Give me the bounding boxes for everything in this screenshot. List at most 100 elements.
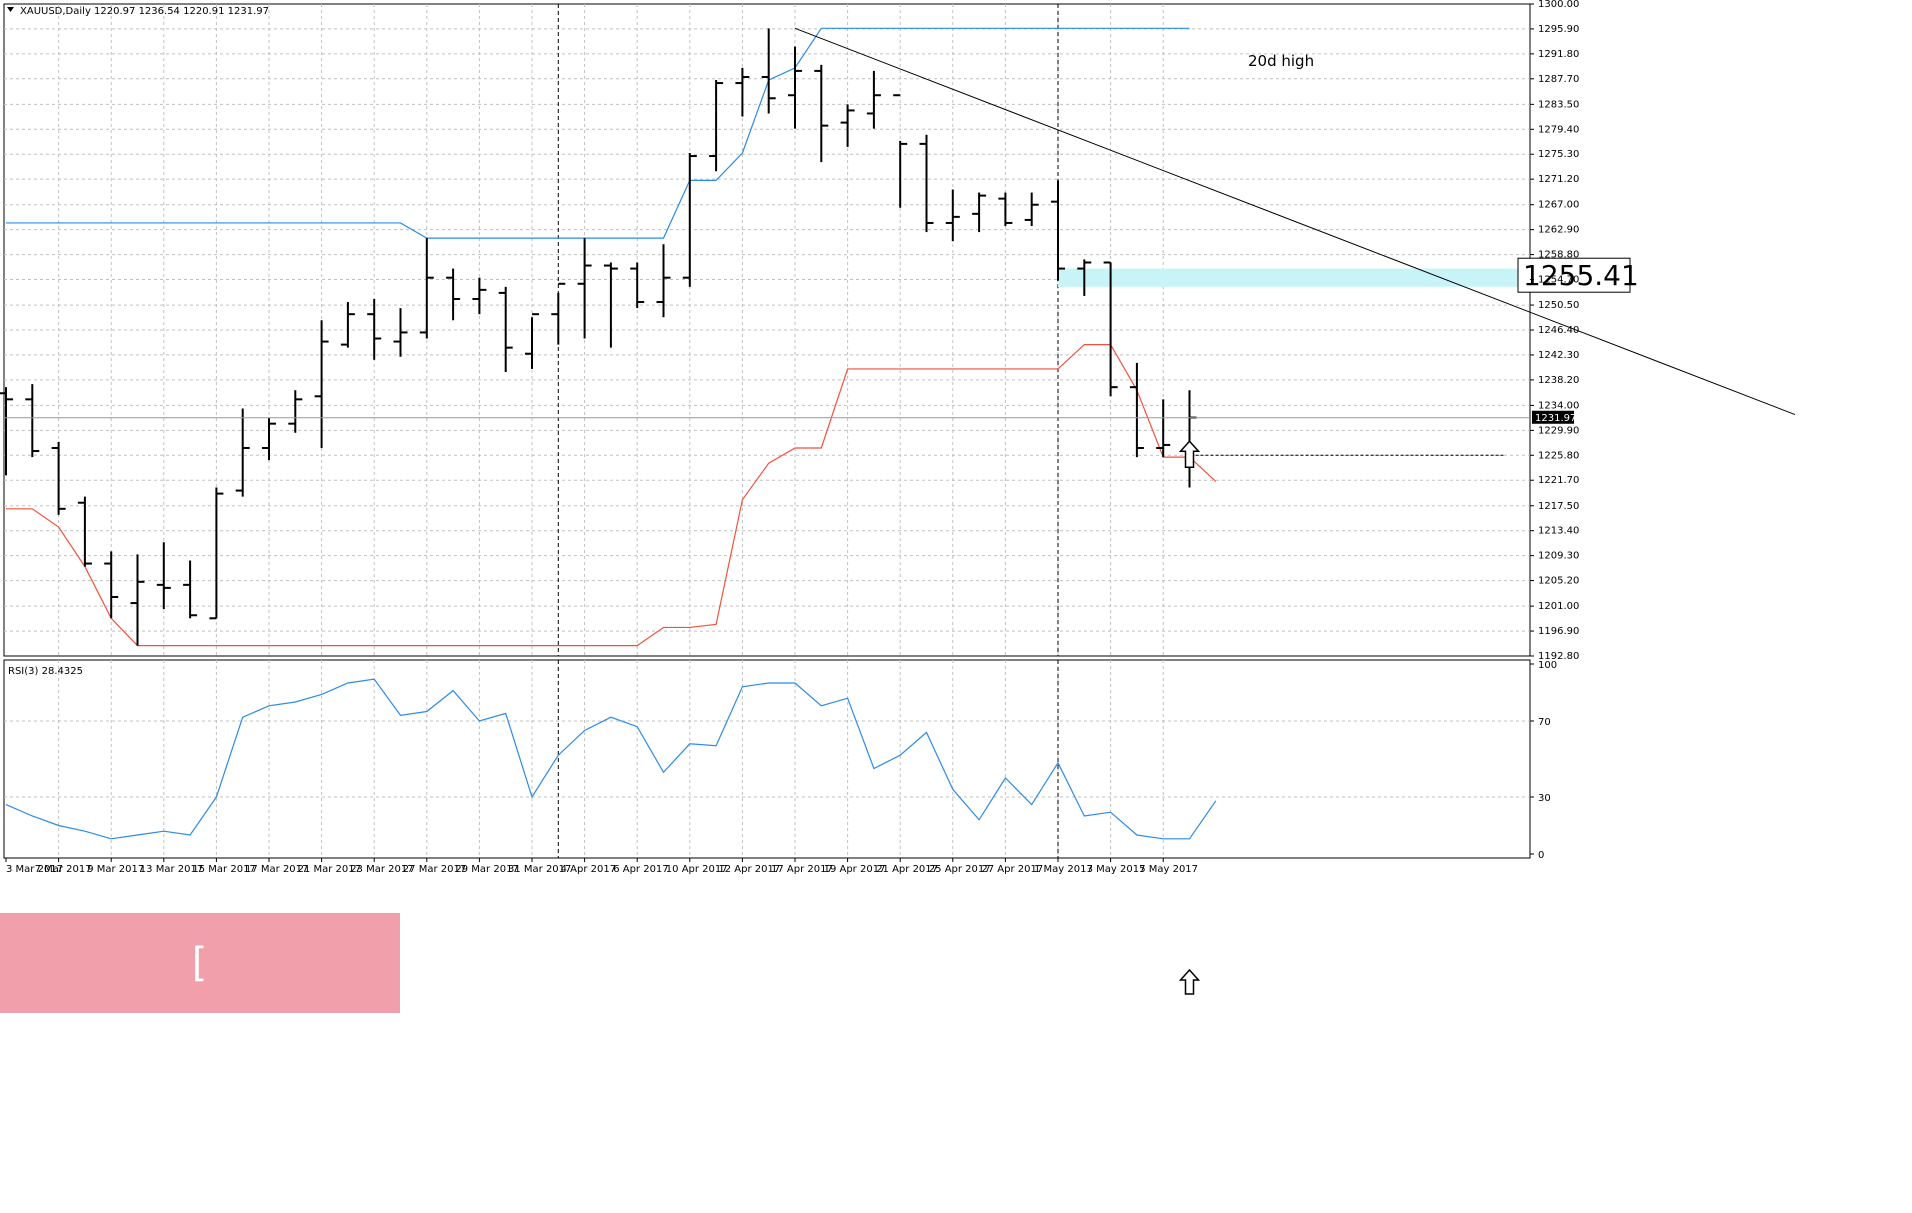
ohlc-bar xyxy=(761,28,776,114)
current-price-label: 1231.97 xyxy=(1535,413,1576,424)
x-tick-label: 13 Mar 2017 xyxy=(140,864,203,875)
ohlc-bar xyxy=(656,244,671,318)
x-tick-label: 19 Apr 2017 xyxy=(824,864,886,875)
ohlc-bar xyxy=(498,286,513,372)
x-tick-label: 15 Mar 2017 xyxy=(192,864,255,875)
donchian-channels xyxy=(6,27,1217,647)
price-callout-box xyxy=(1517,257,1631,293)
rsi-y-tick-label: 30 xyxy=(1538,793,1551,804)
ohlc-bar xyxy=(0,387,13,476)
rsi-header: RSI(3) 28.4325 xyxy=(8,666,83,677)
y-tick-label: 1242.30 xyxy=(1538,350,1579,361)
symbol-header: XAUUSD,Daily 1220.97 1236.54 1220.91 123… xyxy=(20,6,269,17)
x-tick-label: 27 Mar 2017 xyxy=(403,864,466,875)
resistance-zone xyxy=(1058,268,1524,287)
y-tick-label: 1234.00 xyxy=(1538,400,1579,411)
watermark[interactable]: [ www.instaforex.com ] xyxy=(0,913,422,1186)
ohlc-bar xyxy=(972,192,987,233)
x-tick-label: 27 Apr 2017 xyxy=(981,864,1043,875)
ohlc-bar xyxy=(367,298,382,360)
ohlc-bar xyxy=(788,46,802,129)
ohlc-bars xyxy=(0,28,1197,646)
x-tick-label: 21 Mar 2017 xyxy=(298,864,361,875)
y-tick-label: 1258.80 xyxy=(1538,250,1579,261)
ohlc-bar xyxy=(525,313,539,369)
ohlc-bar xyxy=(25,384,40,458)
lower-channel-line xyxy=(6,343,1217,647)
ohlc-bar xyxy=(130,554,145,646)
ohlc-bar xyxy=(156,542,171,610)
current-price-tag xyxy=(1532,410,1574,424)
ohlc-bar xyxy=(472,277,487,315)
rsi-line xyxy=(5,678,1217,840)
ohlc-bar xyxy=(1024,192,1039,226)
y-tick-label: 1246.40 xyxy=(1538,325,1579,336)
ohlc-bar xyxy=(1103,261,1118,397)
rsi-frame xyxy=(3,659,1531,859)
ohlc-bar xyxy=(419,238,434,339)
ohlc-bar xyxy=(682,153,697,287)
y-tick-label: 1254.70 xyxy=(1538,275,1579,286)
ohlc-bar xyxy=(51,441,66,515)
rsi-y-tick-label: 0 xyxy=(1538,850,1544,861)
y-tick-label: 1201.00 xyxy=(1538,601,1579,612)
ohlc-bar xyxy=(577,238,592,339)
rsi-up-arrow-icon xyxy=(1178,968,1201,995)
x-tick-label: 21 Apr 2017 xyxy=(876,864,938,875)
x-tick-label: 6 Apr 2017 xyxy=(613,864,668,875)
y-tick-label: 1192.80 xyxy=(1538,651,1579,662)
ohlc-bar xyxy=(866,70,881,129)
x-tick-label: 10 Apr 2017 xyxy=(666,864,728,875)
ohlc-bar xyxy=(1051,180,1065,281)
y-tick-label: 1283.50 xyxy=(1538,99,1579,110)
price-chart[interactable]: 1255.41 20d high 1300.00 1295.90 1291.80 128… xyxy=(0,0,1912,1016)
y-tick-label: 1271.20 xyxy=(1538,174,1579,185)
x-tick-label: 1 May 2017 xyxy=(1034,864,1093,875)
y-tick-label: 1205.20 xyxy=(1538,576,1579,587)
rsi-panel xyxy=(4,678,1530,995)
ohlc-bar xyxy=(1129,362,1144,458)
x-tick-label: 12 Apr 2017 xyxy=(718,864,780,875)
x-tick-label: 3 Mar 2017 xyxy=(6,864,63,875)
y-tick-label: 1262.90 xyxy=(1538,225,1579,236)
up-arrow-icon xyxy=(1178,440,1201,469)
ohlc-bar xyxy=(814,64,829,163)
ohlc-bar xyxy=(735,67,750,117)
price-callout: 1255.41 xyxy=(1523,259,1639,292)
labels: 1300.00 1295.90 1291.80 1287.70 1283.50 1279.… xyxy=(6,0,1579,875)
ohlc-bar xyxy=(1077,259,1092,296)
y-tick-label: 1196.90 xyxy=(1538,626,1579,637)
high-label: 20d high xyxy=(1248,52,1314,70)
y-tick-label: 1217.50 xyxy=(1538,501,1579,512)
x-tick-label: 31 Mar 2017 xyxy=(508,864,571,875)
ohlc-bar xyxy=(603,262,618,348)
grid xyxy=(3,3,1531,859)
x-grid xyxy=(58,4,1164,858)
ohlc-bar xyxy=(945,189,960,242)
overlay: 1255.41 20d high xyxy=(4,27,1796,469)
ohlc-bar xyxy=(209,487,224,620)
ohlc-bar xyxy=(893,94,908,208)
ohlc-bar xyxy=(998,192,1013,226)
rsi-y-tick-label: 70 xyxy=(1538,717,1551,728)
y-tick-label: 1295.90 xyxy=(1538,24,1579,35)
ohlc-bar xyxy=(551,282,566,345)
y-tick-label: 1279.40 xyxy=(1538,124,1579,135)
x-tick-label: 17 Apr 2017 xyxy=(771,864,833,875)
x-tick-label: 4 Apr 2017 xyxy=(561,864,616,875)
x-tick-label: 23 Mar 2017 xyxy=(350,864,413,875)
y-tick-label: 1287.70 xyxy=(1538,74,1579,85)
ohlc-bar xyxy=(340,302,355,348)
ohlc-bar xyxy=(77,496,92,567)
x-tick-label: 7 Mar 2017 xyxy=(35,864,92,875)
y-tick-label: 1275.30 xyxy=(1538,149,1579,160)
trendline xyxy=(794,27,1796,416)
y-tick-label: 1291.80 xyxy=(1538,49,1579,60)
ohlc-bar xyxy=(709,80,724,172)
x-tick-label: 3 May 2017 xyxy=(1087,864,1146,875)
x-tick-label: 9 Mar 2017 xyxy=(87,864,144,875)
ohlc-bar xyxy=(288,390,303,433)
ohlc-bar xyxy=(183,560,198,619)
rsi-y-tick-label: 100 xyxy=(1538,660,1557,671)
ohlc-bar xyxy=(630,262,645,309)
